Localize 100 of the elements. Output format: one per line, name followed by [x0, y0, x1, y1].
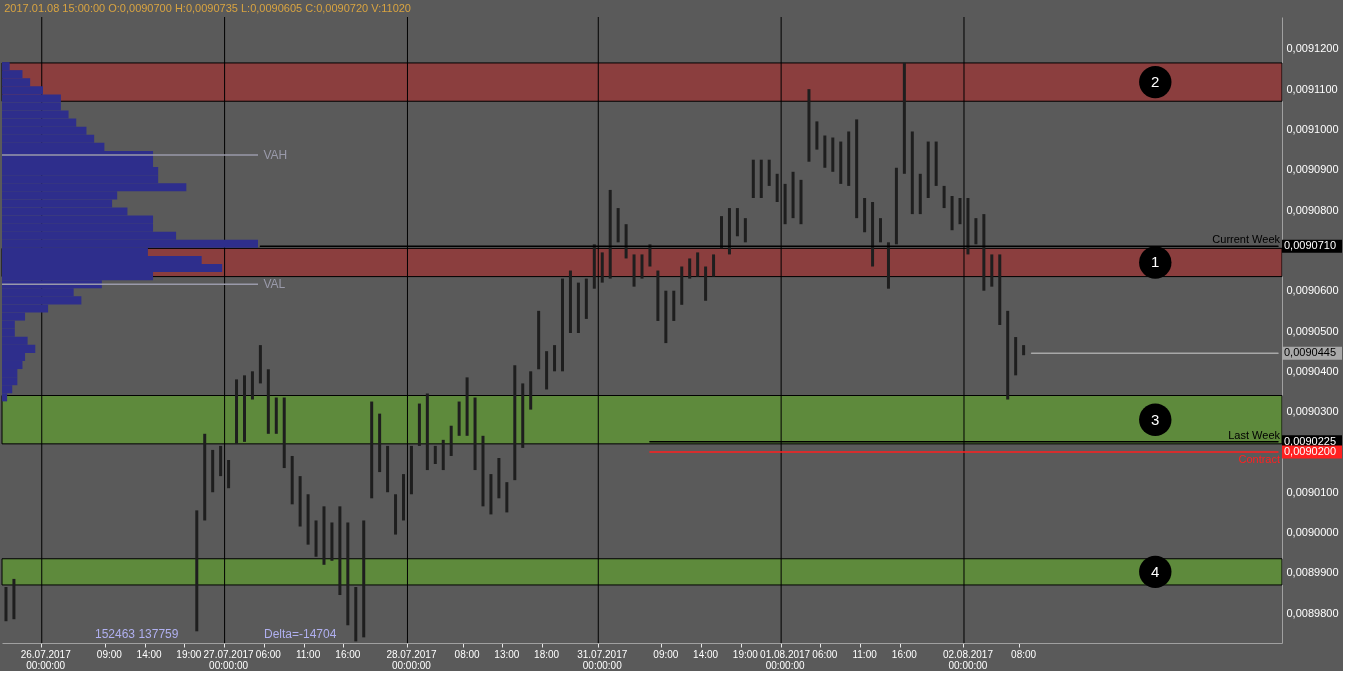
bar [441, 439, 445, 471]
x-tick-label: 02.08.2017 00:00:00 [942, 648, 994, 671]
bar [600, 252, 604, 283]
x-tick-label: 19:00 [176, 648, 202, 660]
series-label: Contract [1238, 452, 1281, 465]
bar [314, 520, 318, 557]
bar [362, 520, 366, 638]
y-tick-label: 0,0089900 [1286, 566, 1339, 579]
bar [871, 202, 875, 267]
bar [401, 474, 405, 521]
bar [640, 254, 644, 279]
bar [394, 494, 398, 535]
x-tick-label: 19:00 [732, 648, 759, 660]
bar [894, 167, 898, 245]
bar [306, 494, 310, 545]
y-tick-label: 0,0089800 [1286, 606, 1339, 619]
y-tick-label: 0,0091100 [1286, 82, 1338, 95]
bar [735, 208, 739, 237]
x-tick-label: 08:00 [1011, 648, 1037, 660]
bar [489, 474, 493, 515]
band-label: 4 [1151, 562, 1160, 580]
bar [863, 197, 867, 233]
bar [783, 183, 787, 225]
annotation: Delta=-14704 [264, 627, 337, 641]
bar [258, 345, 262, 384]
x-tick-label: 06:00 [255, 648, 282, 660]
y-tick-label: VAH [263, 147, 288, 162]
bar [704, 266, 708, 301]
bar [918, 173, 922, 215]
y-tick-label: 0,0090300 [1286, 405, 1339, 418]
x-tick-label: 06:00 [812, 648, 838, 660]
bar [624, 224, 628, 259]
bar [608, 189, 612, 279]
bar [242, 375, 246, 442]
bar [743, 218, 747, 243]
bar [791, 171, 795, 219]
series-label: Current Week [1212, 233, 1281, 246]
bar [322, 506, 326, 565]
y-tick-label: 0,0090900 [1286, 163, 1339, 176]
bar [902, 62, 906, 174]
bar [195, 510, 199, 632]
bar [417, 403, 421, 446]
bar [815, 121, 819, 150]
bar [346, 522, 350, 626]
bar [521, 383, 525, 448]
bar [290, 455, 294, 505]
bar [696, 252, 700, 277]
bar [926, 141, 930, 198]
bar [982, 214, 986, 291]
bar [648, 244, 652, 267]
bar [250, 371, 254, 400]
bar [934, 141, 938, 186]
band-label: 2 [1151, 73, 1160, 91]
bar [266, 369, 270, 434]
bar [680, 266, 684, 305]
x-tick-label: 01.08.2017 00:00:00 [760, 648, 811, 671]
bar [632, 254, 636, 287]
bar [855, 119, 859, 219]
bar [592, 244, 596, 289]
bar [425, 393, 429, 471]
bar [950, 195, 954, 231]
bar [958, 197, 962, 225]
bar [672, 290, 676, 321]
bar [211, 449, 215, 493]
bar [712, 254, 716, 277]
x-tick-label: 18:00 [534, 648, 560, 660]
bar [298, 476, 302, 527]
bar [473, 397, 477, 471]
y-tick-label: 0,0090500 [1286, 324, 1339, 337]
bar [561, 278, 564, 372]
band-label: 1 [1151, 253, 1160, 271]
bar [545, 351, 549, 390]
x-tick-label: 13:00 [494, 648, 520, 660]
bar [831, 137, 835, 172]
bar [847, 131, 851, 186]
bar [4, 586, 8, 622]
bar [354, 586, 358, 642]
bar [378, 413, 382, 473]
bar [727, 208, 731, 255]
bar [409, 445, 413, 495]
bar [481, 435, 485, 507]
bar [465, 377, 469, 436]
y-tick-label: 0,0091200 [1286, 42, 1339, 55]
bar [998, 254, 1002, 325]
bar [688, 258, 692, 279]
bar [330, 522, 334, 561]
bar [203, 433, 207, 521]
bar [807, 89, 811, 162]
bar [219, 445, 223, 477]
bar [656, 270, 660, 321]
bar [274, 397, 278, 434]
bar [529, 371, 533, 410]
data-label: 0,0090710 [1284, 239, 1336, 252]
bar [1006, 310, 1010, 400]
bar [664, 290, 668, 344]
x-tick-label: 28.07.2017 00:00:00 [386, 648, 437, 671]
y-tick-label: 0,0090400 [1286, 364, 1339, 377]
chart-title: 2017.01.08 15:00:00 O:0,0090700 H:0,0090735 L:0,0090605 C:0,0090720 V:11020 [4, 1, 411, 14]
x-tick-label: 08:00 [454, 648, 481, 660]
x-tick-label: 11:00 [852, 648, 878, 660]
